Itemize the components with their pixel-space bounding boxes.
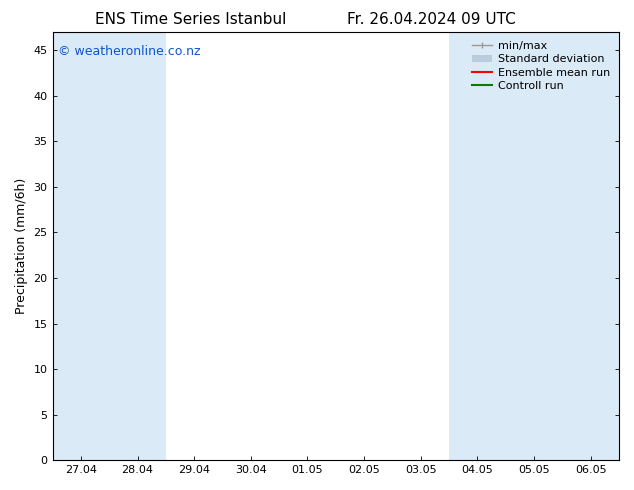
Y-axis label: Precipitation (mm/6h): Precipitation (mm/6h) <box>15 178 28 314</box>
Bar <box>506 32 562 460</box>
Text: ENS Time Series Istanbul: ENS Time Series Istanbul <box>94 12 286 27</box>
Text: © weatheronline.co.nz: © weatheronline.co.nz <box>58 45 201 58</box>
Legend: min/max, Standard deviation, Ensemble mean run, Controll run: min/max, Standard deviation, Ensemble me… <box>469 38 614 95</box>
Bar <box>449 32 506 460</box>
Bar <box>562 32 619 460</box>
Text: Fr. 26.04.2024 09 UTC: Fr. 26.04.2024 09 UTC <box>347 12 515 27</box>
Bar <box>53 32 109 460</box>
Bar <box>109 32 166 460</box>
